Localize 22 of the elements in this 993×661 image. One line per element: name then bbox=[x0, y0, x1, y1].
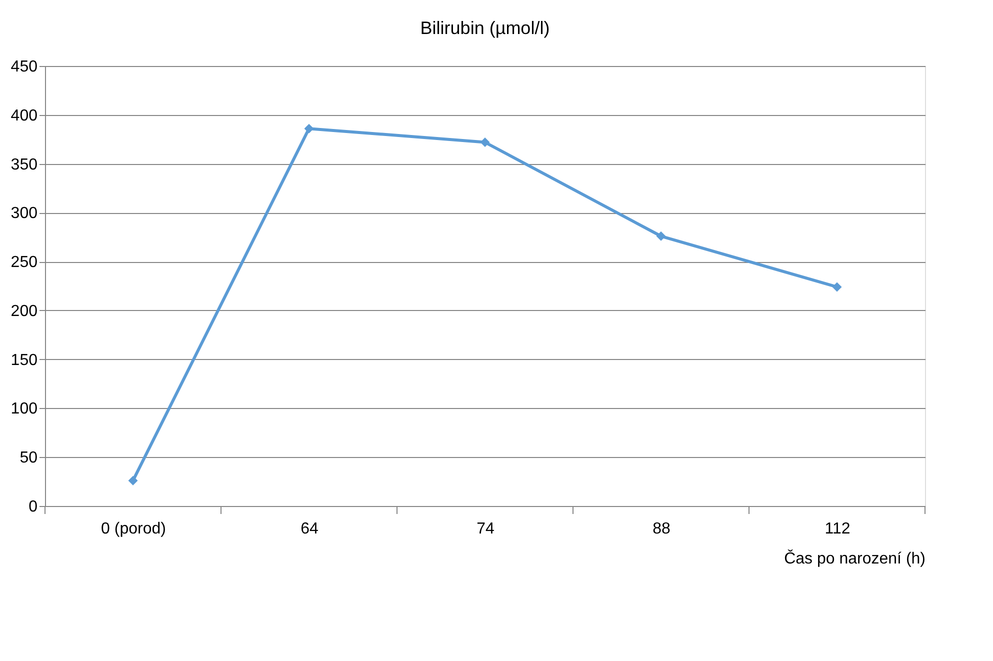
y-tick-label: 200 bbox=[10, 302, 38, 320]
y-tick-label: 100 bbox=[10, 400, 38, 418]
point bbox=[832, 282, 842, 292]
point bbox=[656, 231, 666, 241]
x-tick-label: 64 bbox=[300, 520, 318, 538]
y-tick-label: 0 bbox=[28, 498, 38, 516]
point bbox=[304, 124, 314, 134]
y-tick-label: 350 bbox=[10, 156, 38, 174]
x-tick-label: 88 bbox=[652, 520, 670, 538]
y-tick-label: 450 bbox=[10, 58, 38, 76]
y-tick-label: 150 bbox=[10, 352, 38, 369]
x-tick-label: 74 bbox=[476, 520, 494, 538]
y-tick-label: 400 bbox=[10, 107, 38, 124]
y-tick-label: 50 bbox=[20, 450, 38, 467]
x-axis-title: Čas po narození (h) bbox=[784, 550, 926, 568]
point bbox=[480, 138, 490, 148]
x-tick-label: 0 (porod) bbox=[101, 520, 166, 538]
y-tick-label: 250 bbox=[10, 254, 38, 272]
y-tick-label: 300 bbox=[10, 205, 38, 222]
x-tick-label: 112 bbox=[824, 520, 850, 538]
point bbox=[128, 476, 138, 486]
chart-title: Bilirubin (µmol/l) bbox=[420, 18, 550, 38]
